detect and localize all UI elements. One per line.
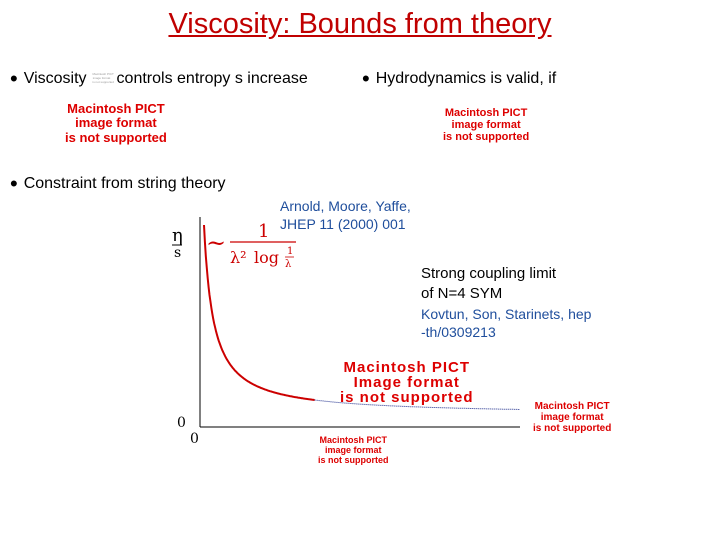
note-strong-coupling: Strong coupling limit of N=4 SYM <box>421 265 557 302</box>
bullet-constraint-text: Constraint from string theory <box>23 175 226 192</box>
plot-curve <box>203 224 315 401</box>
bullet-constraint: • Constraint from string theory <box>10 171 226 196</box>
bullet-hydro: • Hydrodynamics is valid, if <box>362 66 557 91</box>
pict-placeholder-plot-bottom: Macintosh PICT image format is not suppo… <box>318 435 389 465</box>
plot-x-zero: 0 <box>190 431 199 445</box>
bullet-marker: • <box>362 66 370 91</box>
formula-lambda-sq: λ² <box>230 248 247 267</box>
bullet-viscosity: • Viscosity Macintosh PICT image format is… <box>10 66 308 91</box>
plot-y-label-eta: η <box>172 225 183 246</box>
reference-arnold: Arnold, Moore, Yaffe, JHEP 11 (2000) 001 <box>280 198 411 232</box>
pict-placeholder-left: Macintosh PICT image format is not suppo… <box>65 101 167 145</box>
plot-curve-tail <box>314 399 521 410</box>
formula-numerator: 1 <box>258 221 269 242</box>
mini-pict-icon: Macintosh PICT image format is not support… <box>92 72 114 84</box>
formula-frac-num: 1 <box>287 246 293 257</box>
pict-placeholder-right: Macintosh PICT image format is not suppo… <box>443 107 530 144</box>
plot-y-label-s: s <box>174 245 181 261</box>
reference-kovtun: Kovtun, Son, Starinets, hep -th/0309213 <box>421 306 592 340</box>
pict-placeholder-plot-center: Macintosh PICT Image format is not suppo… <box>340 359 474 406</box>
formula-tilde: ~ <box>206 229 226 257</box>
plot-y-zero: 0 <box>177 415 186 431</box>
bullet-viscosity-prefix: Viscosity <box>23 70 87 87</box>
bullet-marker: • <box>10 171 18 196</box>
bullet-viscosity-suffix: controls entropy s increase <box>116 70 308 87</box>
formula-frac-den: λ <box>285 259 292 270</box>
formula-log: log <box>254 248 279 267</box>
bullet-marker: • <box>10 66 18 91</box>
viscosity-plot: η s 0 0 ~ 1 λ² log 1 λ <box>172 217 521 445</box>
page-title: Viscosity: Bounds from theory <box>168 8 552 40</box>
bullet-hydro-text: Hydrodynamics is valid, if <box>375 70 557 87</box>
pict-placeholder-plot-right: Macintosh PICT image format is not suppo… <box>533 401 612 434</box>
plot-formula: ~ 1 λ² log 1 λ <box>206 221 296 270</box>
